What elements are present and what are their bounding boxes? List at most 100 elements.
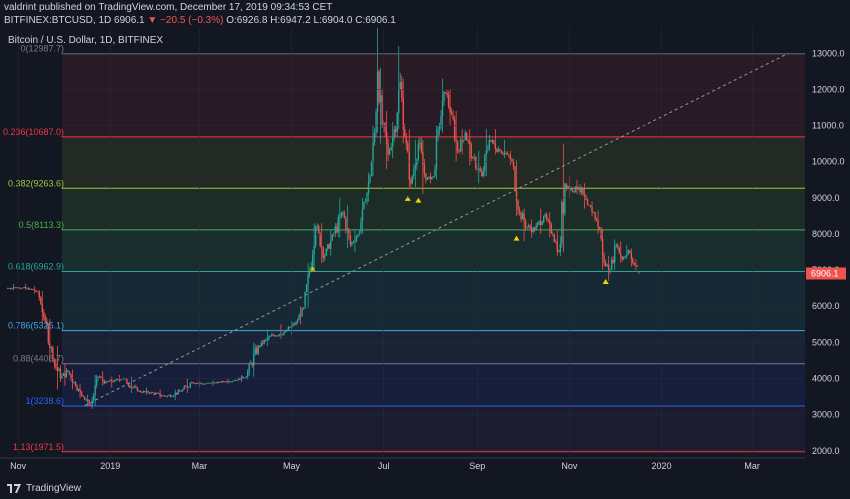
x-tick-label: May xyxy=(283,461,301,471)
candle-body xyxy=(18,287,21,289)
candle-body xyxy=(478,168,480,170)
candle-body xyxy=(200,382,202,384)
candle-body xyxy=(177,390,179,395)
candle-body xyxy=(550,224,552,234)
candle-body xyxy=(52,347,54,359)
candle-body xyxy=(41,303,43,313)
fib-band xyxy=(62,330,805,364)
y-axis[interactable]: 13000.0 12000.0 11000.0 10000.0 9000.0 8000.0… xyxy=(62,48,846,456)
y-tick-label: 6000.0 xyxy=(812,301,840,311)
candle-body xyxy=(469,140,471,145)
candle-body xyxy=(44,317,47,321)
candle-body xyxy=(342,212,344,214)
candle-body xyxy=(324,255,326,258)
candle-body xyxy=(567,186,569,189)
symbol-line: BITFINEX:BTCUSD, 1D 6906.1 ▼ −20.5 (−0.3… xyxy=(4,15,396,26)
candle-body xyxy=(24,287,27,289)
candle-body xyxy=(186,386,188,388)
y-tick-label: 11000.0 xyxy=(812,121,844,131)
candle-body xyxy=(151,392,154,393)
candle-body xyxy=(269,336,272,338)
candle-body xyxy=(106,381,108,383)
fib-level-label: 0.382(9263.6) xyxy=(8,178,64,188)
candle-body xyxy=(402,97,404,130)
fib-level-label: 0.236(10687.0) xyxy=(3,127,64,137)
candle-body xyxy=(138,390,140,392)
candle-body xyxy=(367,181,370,194)
candle-body xyxy=(206,383,208,384)
candle-body xyxy=(355,236,358,242)
candle-body xyxy=(520,212,522,220)
symbol[interactable]: BITFINEX:BTCUSD, 1D xyxy=(4,15,112,26)
candle-body xyxy=(573,190,575,192)
x-tick-label: 2019 xyxy=(100,461,120,471)
candle-body xyxy=(432,176,435,177)
candle-body xyxy=(496,149,498,153)
candle-body xyxy=(21,287,24,289)
candle-body xyxy=(129,385,131,388)
candle-body xyxy=(425,173,427,180)
candle-body xyxy=(310,265,312,271)
candle-body xyxy=(163,395,166,397)
candle-body xyxy=(422,152,424,166)
price-change: ▼ −20.5 (−0.3%) xyxy=(147,15,224,26)
fib-band xyxy=(62,188,805,230)
candle-body xyxy=(171,396,173,398)
candle-body xyxy=(102,377,104,381)
candle-body xyxy=(224,381,226,383)
candle-body xyxy=(91,400,93,406)
candle-body xyxy=(204,383,207,385)
candle-body xyxy=(53,358,56,364)
candle-body xyxy=(114,380,116,382)
tradingview-brand[interactable]: TradingView xyxy=(6,482,81,494)
y-tick-label: 13000.0 xyxy=(812,48,845,58)
candle-body xyxy=(511,159,513,162)
candle-body xyxy=(268,336,270,340)
candle-body xyxy=(136,387,139,392)
fib-level-label: 1(3238.6) xyxy=(25,396,64,406)
x-axis[interactable]: Nov 2019 Mar May Jul Sep Nov 2020 Mar xyxy=(0,28,805,471)
candle-body xyxy=(620,253,622,257)
candle-body xyxy=(580,188,583,192)
candle-body xyxy=(464,132,466,140)
candle-body xyxy=(499,149,501,151)
candle-body xyxy=(556,242,559,252)
candle-body xyxy=(372,142,374,162)
candle-body xyxy=(67,370,69,372)
candle-body xyxy=(281,334,284,336)
candle-body xyxy=(559,243,562,253)
candle-body xyxy=(77,388,80,391)
candle-body xyxy=(83,396,86,400)
candle-body xyxy=(388,150,391,155)
candle-body xyxy=(331,233,333,241)
candle-body xyxy=(71,378,74,383)
candle-body xyxy=(145,391,148,392)
candle-body xyxy=(225,381,228,383)
candle-body xyxy=(70,374,72,379)
fib-band xyxy=(62,406,805,452)
candle-body xyxy=(603,255,605,263)
candle-body xyxy=(349,235,352,245)
candle-body xyxy=(364,201,367,203)
candle-body xyxy=(588,205,590,206)
candle-body xyxy=(304,291,306,309)
candle-body xyxy=(376,71,379,112)
candle-body xyxy=(456,140,459,151)
candle-body xyxy=(130,386,133,388)
candle-body xyxy=(582,188,584,195)
candle-body xyxy=(234,380,237,381)
candle-body xyxy=(260,341,262,347)
candle-body xyxy=(97,376,99,378)
candle-body xyxy=(373,132,376,143)
candle-body xyxy=(538,220,540,223)
candle-body xyxy=(105,382,107,384)
candle-body xyxy=(416,159,418,166)
candle-body xyxy=(613,246,616,263)
published-line: valdrint published on TradingView.com, D… xyxy=(4,2,333,13)
candle-body xyxy=(280,334,282,335)
x-tick-label: Mar xyxy=(744,461,760,471)
candle-body xyxy=(447,95,450,106)
candle-body xyxy=(55,363,57,368)
candle-body xyxy=(231,380,234,382)
